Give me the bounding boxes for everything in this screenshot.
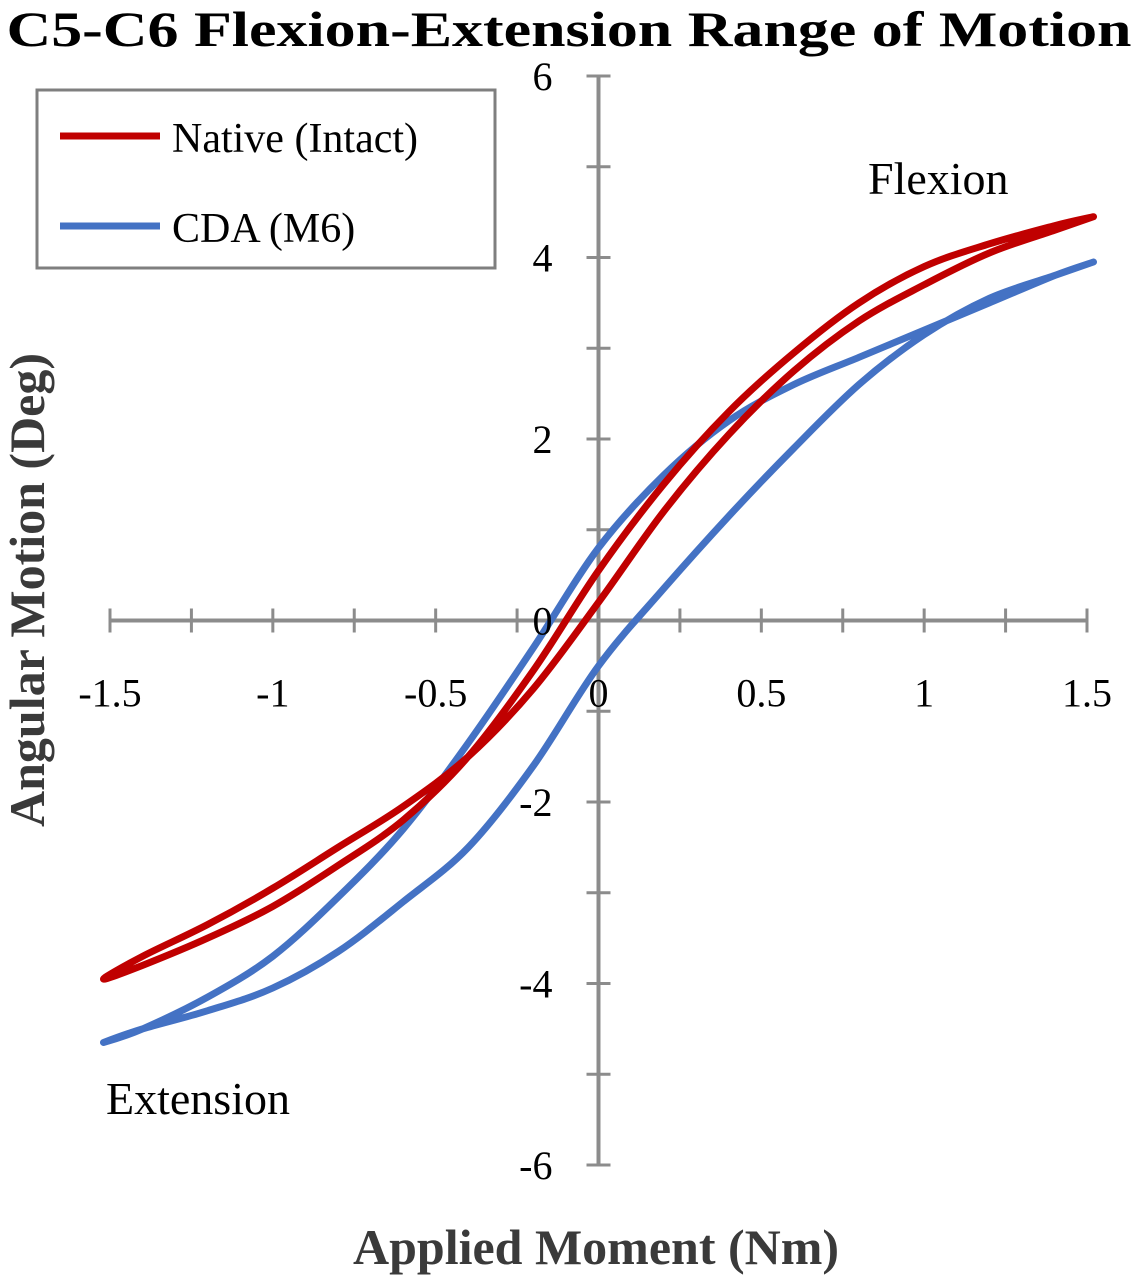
- y-tick-label: 2: [533, 417, 553, 462]
- axes: [108, 74, 1089, 1167]
- chart-title: C5-C6 Flexion-Extension Range of Motion: [7, 1, 1132, 57]
- annotation-flexion: Flexion: [868, 153, 1009, 204]
- annotation-extension: Extension: [106, 1073, 290, 1124]
- legend-label-cda: CDA (M6): [172, 206, 355, 252]
- series-lines: [100, 213, 1097, 1046]
- series-line-cda: [100, 258, 1097, 1046]
- x-tick-label: 1.5: [1062, 671, 1112, 716]
- legend-label-native: Native (Intact): [172, 116, 418, 162]
- x-tick-label: 1: [914, 671, 934, 716]
- y-tick-label: -4: [519, 962, 552, 1007]
- x-tick-label: 0.5: [736, 671, 786, 716]
- tick-labels: -1.5 -1 -0.5 0 0.5 1 1.5 -6 -4 -2 0 2 4 6: [78, 54, 1112, 1188]
- y-tick-label: 4: [533, 236, 553, 281]
- x-tick-label: -0.5: [404, 671, 467, 716]
- x-tick-label: -1: [256, 671, 289, 716]
- series-line-native: [100, 213, 1097, 983]
- y-tick-label: 0: [533, 599, 553, 644]
- y-axis-title: Angular Motion (Deg): [0, 353, 55, 827]
- x-tick-label: -1.5: [78, 671, 141, 716]
- x-tick-label: 0: [589, 671, 609, 716]
- legend-box: [35, 88, 497, 270]
- y-tick-label: 6: [533, 54, 553, 99]
- x-axis-title: Applied Moment (Nm): [353, 1219, 839, 1275]
- y-tick-label: -2: [519, 780, 552, 825]
- y-tick-label: -6: [519, 1143, 552, 1188]
- legend: Native (Intact) CDA (M6): [35, 88, 497, 270]
